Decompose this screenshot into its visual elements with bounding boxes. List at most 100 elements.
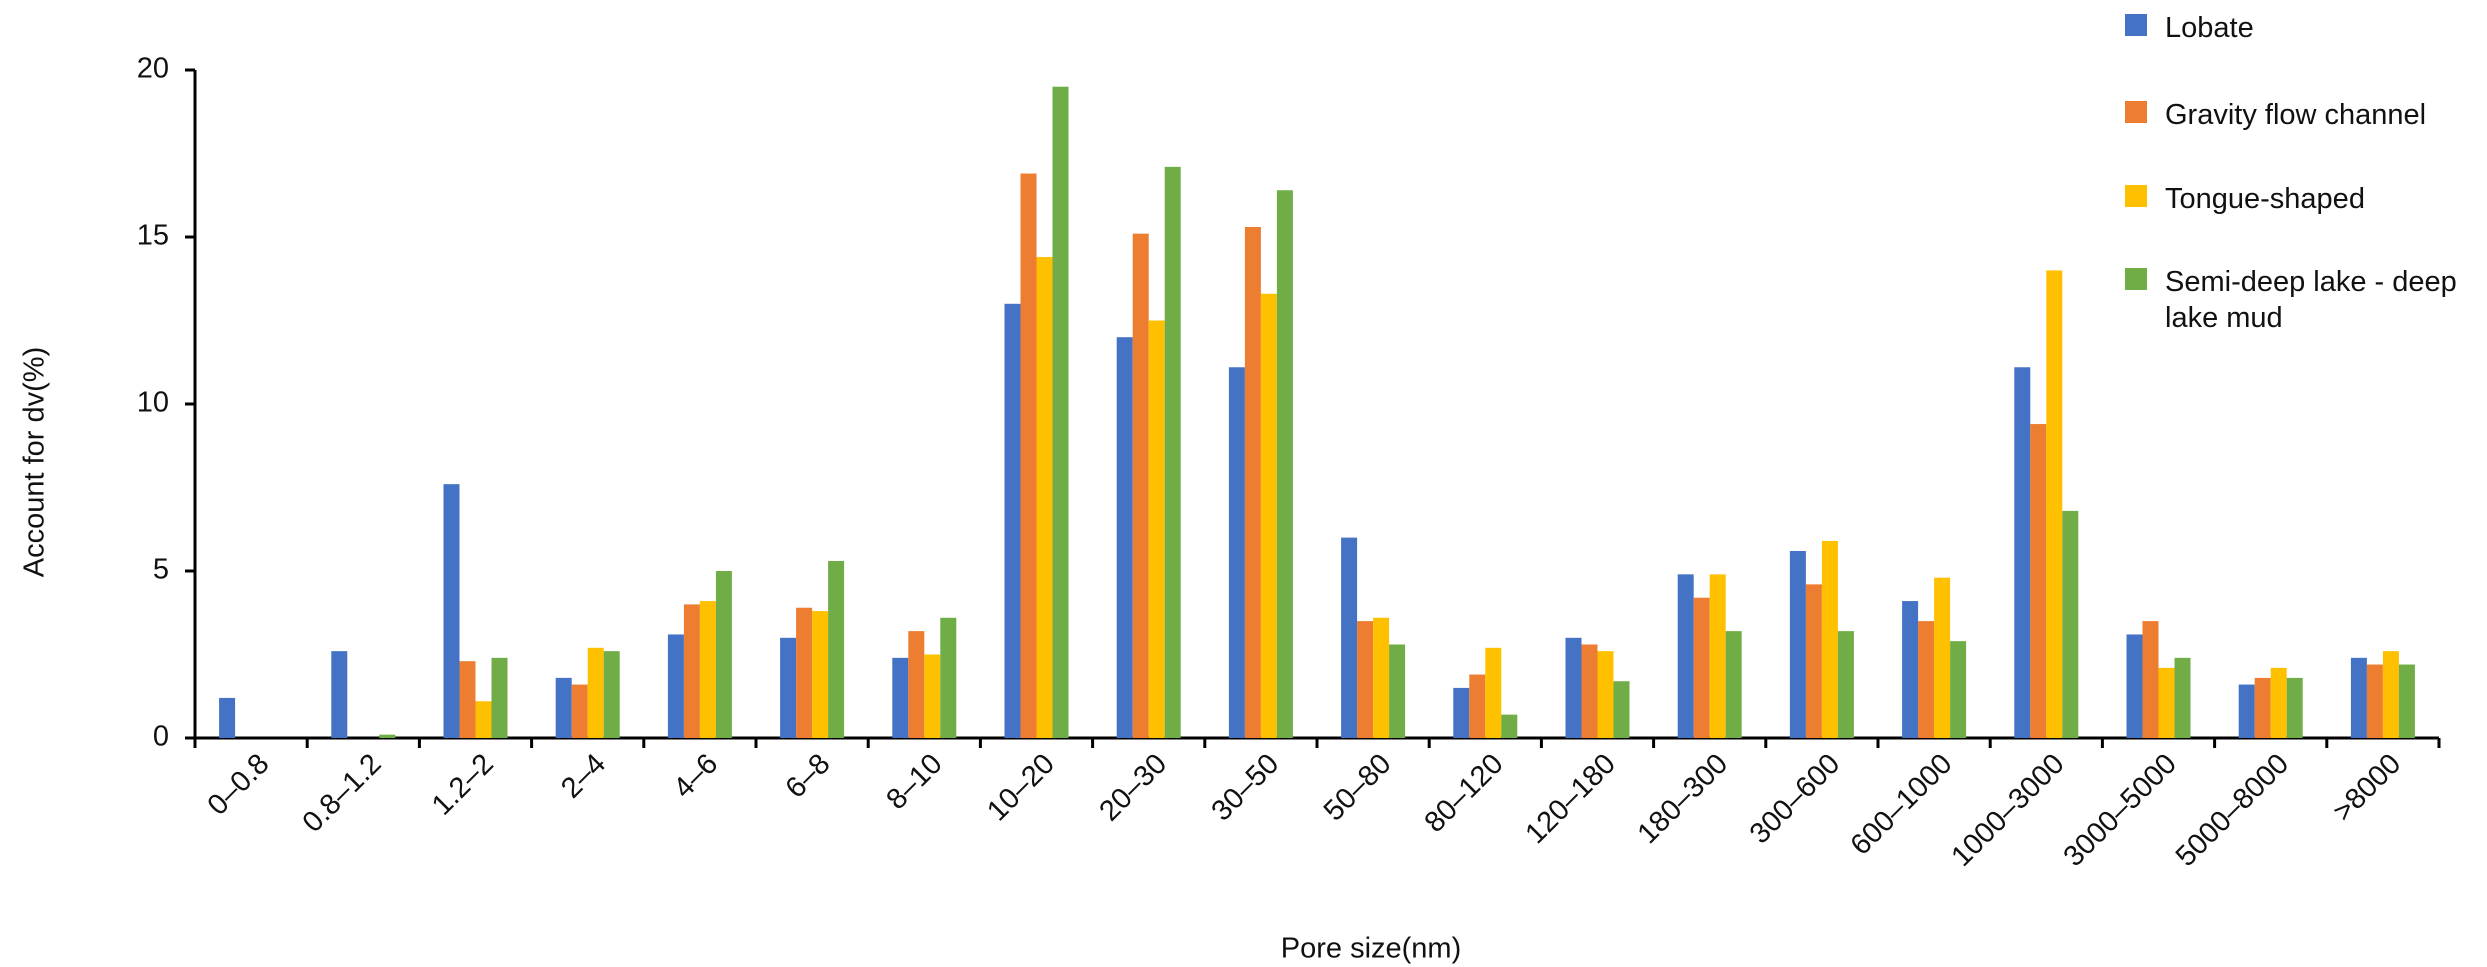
bar xyxy=(1164,166,1181,739)
x-tick-label: 0–0.8 xyxy=(202,748,276,822)
bar xyxy=(812,611,829,738)
bar xyxy=(2382,651,2399,738)
bar xyxy=(667,634,684,738)
legend-swatch xyxy=(2125,185,2147,207)
bar xyxy=(1950,641,1967,738)
bar xyxy=(1469,674,1486,738)
bar xyxy=(1357,621,1374,738)
bar xyxy=(828,560,845,738)
x-tick-label: 180–300 xyxy=(1632,748,1734,850)
x-tick-label: 1000–3000 xyxy=(1945,748,2070,873)
y-axis-title: Account for dv(%) xyxy=(19,347,51,577)
bar xyxy=(491,657,508,738)
bar xyxy=(1116,337,1133,738)
bar xyxy=(1725,631,1742,738)
bar xyxy=(1693,597,1710,738)
bar xyxy=(331,651,348,738)
legend-label: Lobate xyxy=(2165,12,2254,44)
x-tick-label: >8000 xyxy=(2327,748,2407,828)
bar xyxy=(683,604,700,738)
bar xyxy=(2238,684,2255,738)
y-tick-label: 15 xyxy=(137,220,169,252)
bar xyxy=(1677,574,1694,738)
bar xyxy=(940,617,957,738)
bar xyxy=(908,631,925,738)
bar xyxy=(1934,577,1951,738)
x-tick-label: 4–6 xyxy=(667,748,724,805)
bar xyxy=(555,677,572,738)
x-tick-label: 30–50 xyxy=(1206,748,1286,828)
bar xyxy=(1613,681,1630,738)
legend-item: Semi-deep lake - deep lake mud xyxy=(2125,264,2483,336)
x-tick-label: 80–120 xyxy=(1419,748,1510,839)
bar xyxy=(1244,226,1261,739)
legend-label: Tongue-shaped xyxy=(2165,183,2365,215)
bar xyxy=(2046,270,2063,738)
bar xyxy=(2030,424,2047,738)
bar xyxy=(2126,634,2143,738)
legend-swatch xyxy=(2125,14,2147,36)
bar xyxy=(1902,601,1919,738)
x-tick-label: 8–10 xyxy=(880,748,948,816)
bar xyxy=(1501,714,1518,738)
bar xyxy=(1805,584,1822,738)
bar xyxy=(2366,664,2383,738)
bar xyxy=(1276,190,1293,739)
bar xyxy=(924,654,941,738)
bar xyxy=(603,651,620,738)
bar xyxy=(2350,657,2367,738)
legend-label: Gravity flow channel xyxy=(2165,99,2427,131)
bar xyxy=(443,484,460,738)
bar xyxy=(1260,293,1277,738)
bar xyxy=(699,601,716,738)
x-tick-label: 300–600 xyxy=(1744,748,1846,850)
legend-label: Semi-deep lake - deep lake mud xyxy=(2165,266,2457,334)
y-tick-label: 10 xyxy=(137,387,169,419)
bar xyxy=(1918,621,1935,738)
bar xyxy=(1341,537,1358,738)
bar xyxy=(1485,647,1502,738)
legend-item: Gravity flow channel xyxy=(2125,97,2483,133)
bar xyxy=(1837,631,1854,738)
bar xyxy=(2142,621,2159,738)
bar xyxy=(587,647,604,738)
x-tick-label: 3000–5000 xyxy=(2058,748,2183,873)
bar xyxy=(2158,667,2175,738)
legend-swatch xyxy=(2125,268,2147,290)
bar xyxy=(1453,687,1470,738)
bar xyxy=(1597,651,1614,738)
x-tick-label: 50–80 xyxy=(1318,748,1398,828)
y-tick-label: 5 xyxy=(153,554,169,586)
bar xyxy=(1389,644,1406,738)
bar xyxy=(1052,86,1069,738)
bar xyxy=(379,734,396,738)
bar xyxy=(892,657,909,738)
x-tick-label: 6–8 xyxy=(780,748,837,805)
x-tick-label: 10–20 xyxy=(981,748,1061,828)
bar xyxy=(2398,664,2415,738)
bar xyxy=(1148,320,1165,738)
y-tick-label: 20 xyxy=(137,53,169,85)
bar xyxy=(2254,677,2271,738)
bar xyxy=(1565,637,1582,738)
bar xyxy=(1709,574,1726,738)
bar xyxy=(475,701,492,738)
bar xyxy=(1036,257,1053,738)
bar xyxy=(1132,233,1149,738)
bar xyxy=(2062,510,2079,738)
bar xyxy=(1020,173,1037,739)
x-tick-label: 0.8–1.2 xyxy=(297,748,388,839)
legend-item: Lobate xyxy=(2125,10,2483,46)
bar xyxy=(780,637,797,738)
bar xyxy=(715,571,732,738)
bar xyxy=(1373,617,1390,738)
x-tick-label: 1.2–2 xyxy=(426,748,500,822)
bar xyxy=(571,684,588,738)
bar xyxy=(1821,540,1838,738)
x-tick-label: 120–180 xyxy=(1519,748,1621,850)
y-tick-label: 0 xyxy=(153,721,169,753)
legend-swatch xyxy=(2125,101,2147,123)
x-axis-title: Pore size(nm) xyxy=(1281,933,1462,965)
